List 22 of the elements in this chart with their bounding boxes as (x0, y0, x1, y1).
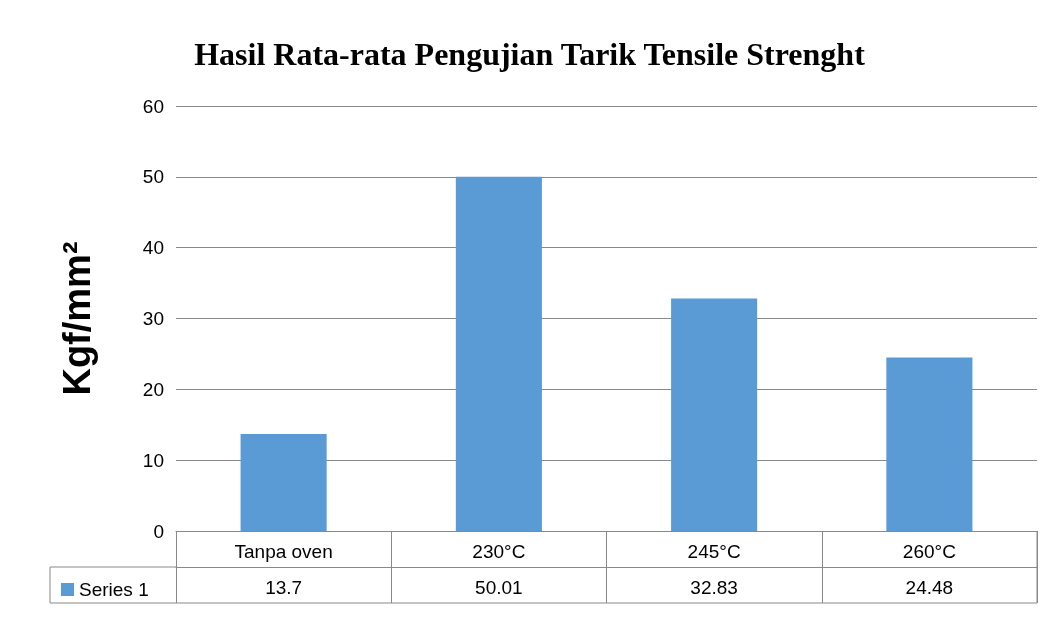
x-tick-label: Tanpa oven (234, 541, 333, 562)
y-tick-label: 20 (142, 378, 164, 400)
data-label: 50.01 (475, 577, 523, 598)
data-label: 32.83 (690, 577, 738, 598)
bar (886, 357, 973, 531)
data-label: 13.7 (265, 577, 303, 598)
x-tick-label: 230°C (472, 541, 526, 562)
x-tick-label: 245°C (687, 541, 741, 562)
y-tick-label: 40 (142, 237, 164, 259)
y-tick-label: 60 (142, 95, 164, 117)
legend-label: Series 1 (79, 579, 149, 600)
y-axis-title: Kgf/mm² (56, 241, 98, 396)
chart-title: Hasil Rata-rata Pengujian Tarik Tensile Strenght (194, 36, 866, 72)
x-tick-label: 260°C (902, 541, 956, 562)
y-tick-label: 10 (142, 449, 164, 471)
data-label: 24.48 (905, 577, 954, 598)
bar (240, 433, 327, 531)
bar (455, 176, 542, 531)
y-tick-label: 0 (153, 520, 164, 542)
y-tick-label: 50 (142, 166, 164, 188)
bar (671, 298, 758, 531)
y-tick-label: 30 (142, 308, 164, 329)
